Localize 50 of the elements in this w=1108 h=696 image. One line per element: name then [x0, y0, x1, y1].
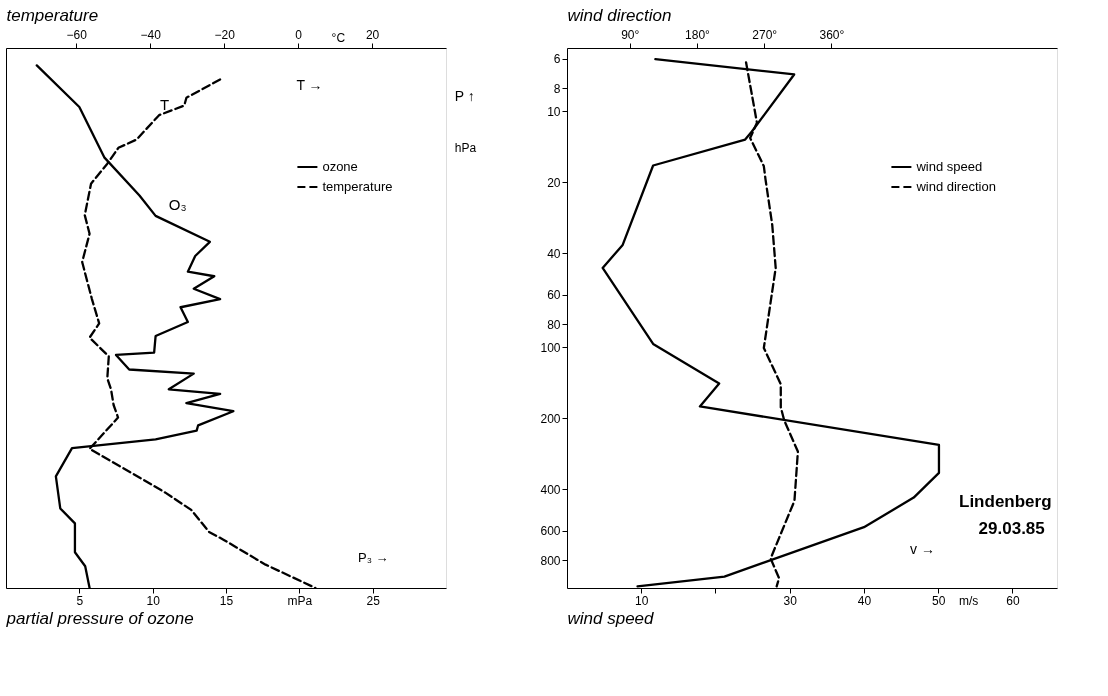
y-tick-label: 600	[540, 524, 561, 539]
x-tick-label: 30	[783, 593, 798, 608]
y-tick-label: 10	[547, 104, 561, 119]
x-tick-label: 15	[219, 593, 234, 608]
y-tick-label: 800	[540, 553, 561, 568]
y-tick-label: 40	[547, 246, 561, 261]
x-tick-label: mPa	[287, 593, 313, 608]
x2-axis-title: temperature	[6, 5, 99, 25]
y-tick-label: 20	[547, 175, 561, 190]
x-tick-label: 60	[1006, 593, 1020, 608]
x2-tick-label: −40	[140, 27, 162, 42]
y-tick-label: 400	[540, 482, 561, 497]
text: P ↑	[454, 87, 475, 104]
y-tick-label: 60	[547, 288, 561, 303]
text: °C	[331, 31, 346, 46]
x2-tick-label: 0	[295, 27, 303, 42]
x2-tick-label: −60	[66, 27, 88, 42]
annotation: T	[160, 95, 170, 113]
x2-tick-label: 180°	[685, 27, 711, 42]
legend-label: wind speed	[915, 159, 983, 174]
x2-tick-label: 270°	[752, 27, 778, 42]
x-tick-label: 10	[635, 593, 649, 608]
annotation: 29.03.85	[978, 518, 1045, 538]
legend-label: ozone	[322, 159, 358, 174]
annotation: Lindenberg	[959, 491, 1052, 511]
x-tick-label: 25	[366, 593, 381, 608]
annotation: T →	[296, 76, 323, 93]
x2-tick-label: 90°	[621, 27, 640, 42]
x-axis-title: wind speed	[567, 608, 655, 628]
y-tick-label: 200	[540, 411, 561, 426]
x2-tick-label: 20	[365, 27, 380, 42]
x2-tick-label: −20	[214, 27, 236, 42]
x-tick-label: 40	[857, 593, 872, 608]
annotation: O₃	[168, 195, 187, 213]
annotation: v →	[910, 541, 935, 558]
y-tick-label: 6	[553, 52, 561, 67]
y-tick-label: 80	[547, 317, 561, 332]
legend-label: temperature	[322, 179, 393, 194]
y-tick-label: 8	[553, 81, 561, 96]
y-tick-label: 100	[540, 340, 561, 355]
x-tick-label: 5	[76, 593, 84, 608]
text: m/s	[959, 593, 979, 608]
annotation: P₃ →	[358, 550, 389, 566]
x2-tick-label: 360°	[819, 27, 845, 42]
legend-label: wind direction	[915, 179, 996, 194]
x2-axis-title: wind direction	[567, 5, 672, 25]
x-tick-label: 50	[932, 593, 946, 608]
text: hPa	[454, 140, 477, 155]
x-axis-title: partial pressure of ozone	[5, 608, 194, 628]
x-tick-label: 10	[146, 593, 161, 608]
